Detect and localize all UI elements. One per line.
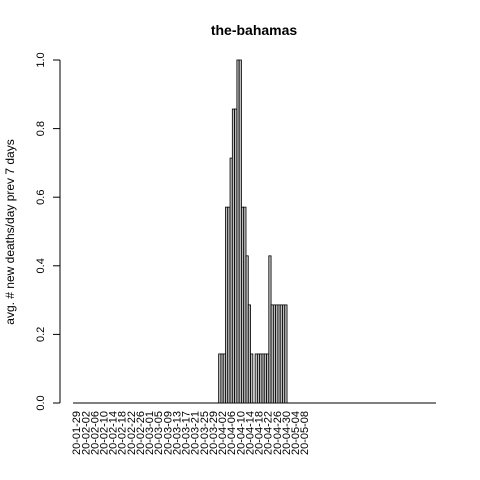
y-tick-label: 1.0 xyxy=(35,52,47,67)
y-tick-label: 0.8 xyxy=(35,121,47,136)
y-tick-label: 0.2 xyxy=(35,327,47,342)
x-tick-label: 20-05-08 xyxy=(299,411,311,455)
y-tick-label: 0.6 xyxy=(35,190,47,205)
bar xyxy=(251,354,253,403)
y-axis-label: avg. # new deaths/day prev 7 days xyxy=(3,139,17,324)
x-axis: 20-01-2920-02-0220-02-0620-02-1020-02-14… xyxy=(71,403,436,455)
y-tick-label: 0.0 xyxy=(35,395,47,410)
y-axis: 0.0 0.2 0.4 0.6 0.8 1.0 xyxy=(35,52,60,410)
bar xyxy=(285,305,287,403)
y-tick-label: 0.4 xyxy=(35,258,47,273)
chart-title: the-bahamas xyxy=(211,22,298,38)
bars xyxy=(219,60,287,403)
